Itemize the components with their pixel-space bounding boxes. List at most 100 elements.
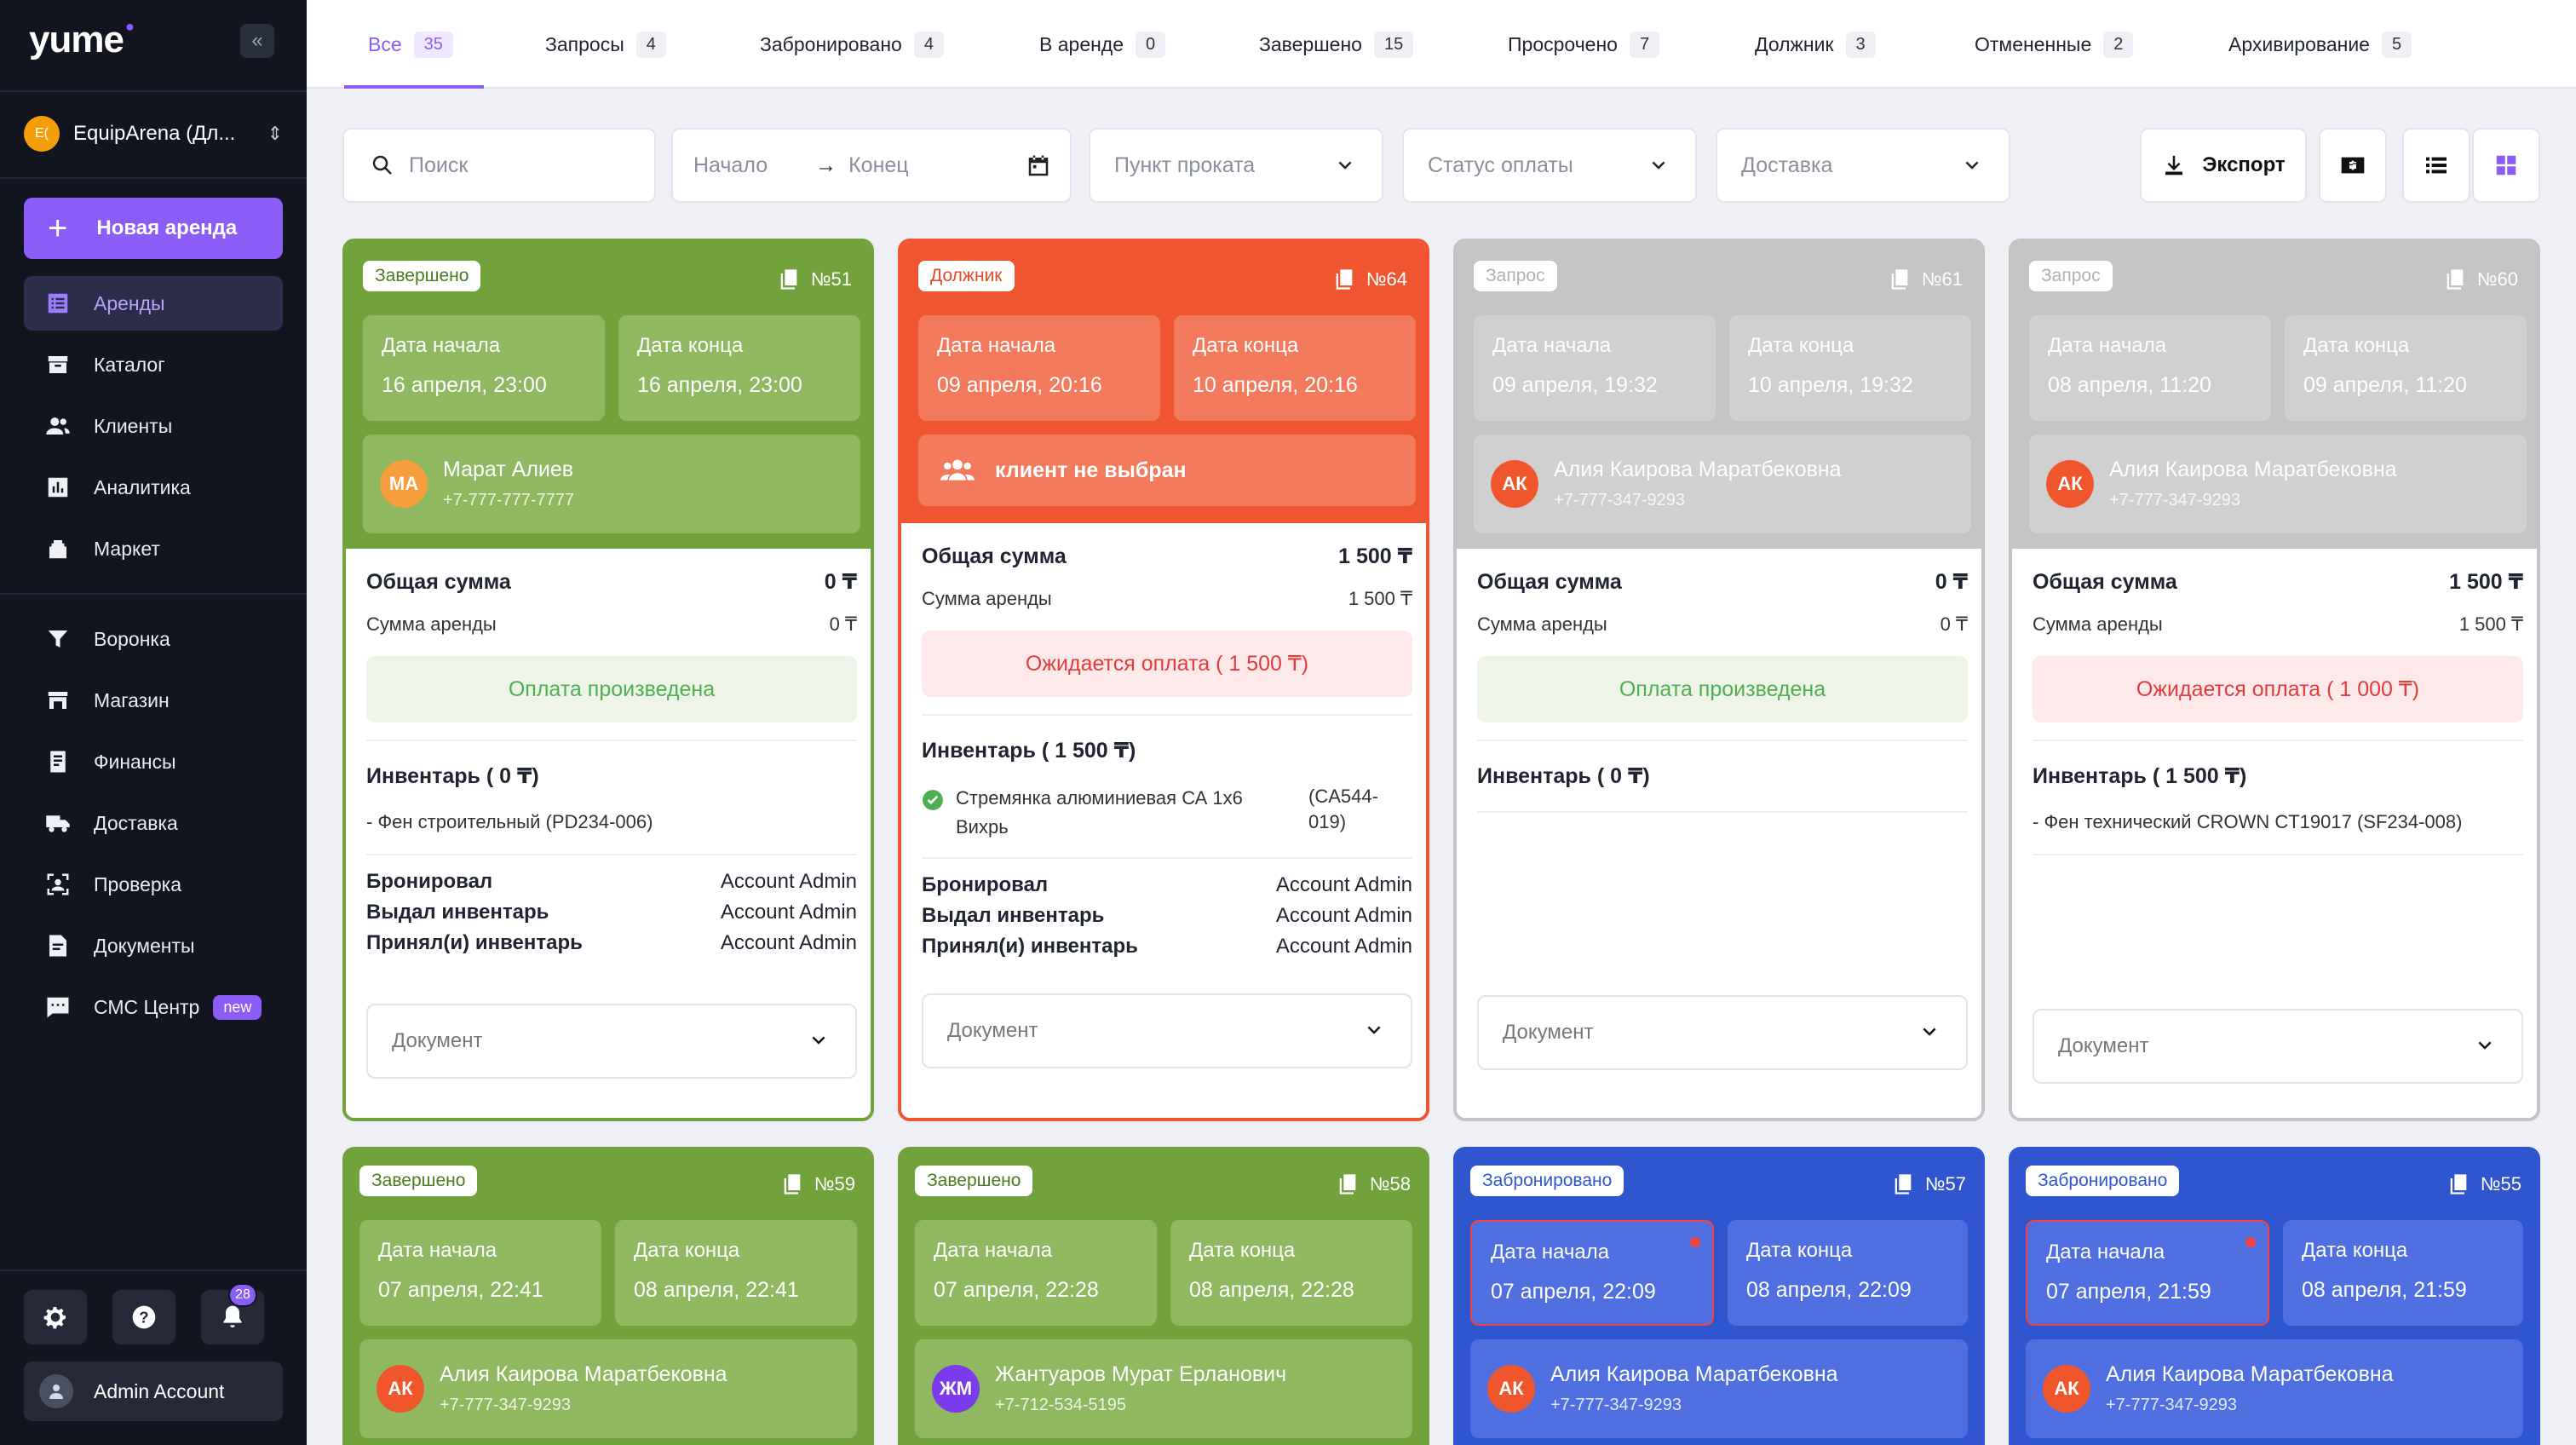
document-select[interactable]: Документ	[366, 1004, 857, 1079]
rental-card[interactable]: Запрос №61 Дата начала 09 апреля, 19:32 Д…	[1453, 239, 1985, 1121]
client-phone: +7-777-347-9293	[1554, 491, 1686, 509]
tab-label: В аренде	[1039, 32, 1124, 55]
inventory-title: Инвентарь ( 0 ₸)	[1477, 764, 1650, 788]
sidebar-item-clients[interactable]: Клиенты	[24, 399, 283, 453]
finance-icon	[44, 748, 72, 775]
list-icon	[2426, 157, 2447, 174]
card-number[interactable]: №51	[777, 268, 852, 291]
tab-completed[interactable]: Завершено 15	[1259, 0, 1414, 89]
client-info[interactable]: АК Алия Каирова Маратбековна +7-777-347-9…	[1474, 435, 1971, 533]
card-number-text: №60	[2476, 268, 2518, 290]
currency-view-button[interactable]	[2319, 128, 2387, 203]
date-range-picker[interactable]: Начало → Конец	[671, 128, 1072, 203]
tab-all[interactable]: Все 35	[368, 0, 453, 89]
sidebar-item-documents[interactable]: Документы	[24, 918, 283, 973]
avatar: АК	[1491, 460, 1538, 508]
notifications-button[interactable]: 28	[201, 1283, 264, 1344]
workspace-switcher[interactable]: E( EquipArena (Дл... ⇕	[24, 114, 283, 153]
search-input[interactable]: Поиск	[342, 128, 656, 203]
grid-view-button[interactable]	[2472, 128, 2540, 203]
received-by: Account Admin	[1275, 935, 1412, 958]
rental-card[interactable]: Забронировано №57 Дата начала 07 апреля, …	[1453, 1147, 1985, 1445]
end-date-label: Дата конца	[634, 1239, 740, 1262]
rent-value: 0 ₸	[1940, 613, 1968, 635]
card-number[interactable]: №61	[1888, 268, 1963, 291]
client-info[interactable]: МА Марат Алиев +7-777-777-7777	[363, 435, 860, 533]
help-button[interactable]: ?	[112, 1290, 175, 1344]
tab-debtor[interactable]: Должник 3	[1755, 0, 1876, 89]
client-info[interactable]: ЖМ Жантуаров Мурат Ерланович +7-712-534-5…	[915, 1339, 1412, 1438]
chevron-down-icon	[1965, 161, 1979, 170]
rental-card[interactable]: Завершено №51 Дата начала 16 апреля, 23:0…	[342, 239, 874, 1121]
card-number[interactable]: №57	[1891, 1172, 1966, 1196]
client-name: Алия Каирова Маратбековна	[1554, 458, 1842, 481]
start-date-value: 09 апреля, 20:16	[937, 373, 1102, 397]
status-badge: Должник	[918, 261, 1015, 291]
client-not-selected: клиент не выбран	[995, 458, 1187, 482]
sidebar-item-market[interactable]: Маркет	[24, 521, 283, 576]
tab-count: 2	[2103, 31, 2134, 58]
client-info[interactable]: АК Алия Каирова Маратбековна +7-777-347-9…	[2026, 1339, 2523, 1438]
sidebar-item-analytics[interactable]: Аналитика	[24, 460, 283, 515]
sidebar-item-rentals[interactable]: Аренды	[24, 276, 283, 331]
sidebar-item-sms-center[interactable]: СМС Центр new	[24, 980, 283, 1034]
date-range: Дата начала 08 апреля, 11:20 Дата конца 09…	[2029, 315, 2527, 421]
rental-card[interactable]: Завершено №58 Дата начала 07 апреля, 22:2…	[898, 1147, 1429, 1445]
tab-count: 4	[913, 31, 944, 58]
start-date: Дата начала 08 апреля, 11:20	[2029, 315, 2271, 421]
tab-in-rent[interactable]: В аренде 0	[1039, 0, 1166, 89]
rental-card[interactable]: Должник №64 Дата начала 09 апреля, 20:16 …	[898, 239, 1429, 1121]
payment-status-select[interactable]: Статус оплаты	[1402, 128, 1697, 203]
client-info[interactable]: АК Алия Каирова Маратбековна +7-777-347-9…	[2029, 435, 2527, 533]
client-info[interactable]: АК Алия Каирова Маратбековна +7-777-347-9…	[359, 1339, 857, 1438]
start-date-label: Дата начала	[937, 334, 1056, 357]
card-number[interactable]: №55	[2447, 1172, 2521, 1196]
document-select[interactable]: Документ	[2033, 1009, 2523, 1084]
rental-card[interactable]: Завершено №59 Дата начала 07 апреля, 22:4…	[342, 1147, 874, 1445]
sidebar-item-delivery[interactable]: Доставка	[24, 796, 283, 850]
booked-label: Бронировал	[922, 873, 1049, 896]
analytics-icon	[44, 474, 72, 501]
card-number[interactable]: №58	[1336, 1172, 1411, 1196]
end-date: Дата конца 08 апреля, 21:59	[2283, 1220, 2523, 1326]
user-account-button[interactable]: Admin Account	[24, 1362, 283, 1421]
sidebar-item-funnel[interactable]: Воронка	[24, 612, 283, 666]
date-range: Дата начала 09 апреля, 19:32 Дата конца 10…	[1474, 315, 1971, 421]
sidebar-item-finance[interactable]: Финансы	[24, 734, 283, 789]
nav-main: Аренды Каталог Клиенты Аналитика Маркет	[24, 276, 283, 583]
sidebar-item-catalog[interactable]: Каталог	[24, 337, 283, 392]
new-rent-button[interactable]: + Новая аренда	[24, 198, 283, 259]
rental-card[interactable]: Запрос №60 Дата начала 08 апреля, 11:20 Д…	[2009, 239, 2540, 1121]
start-date-value: 09 апреля, 19:32	[1492, 373, 1658, 397]
start-date-label: Дата начала	[378, 1239, 497, 1262]
inventory-item-code: (CA544-019)	[1308, 786, 1378, 832]
tab-overdue[interactable]: Просрочено 7	[1508, 0, 1660, 89]
rental-card[interactable]: Забронировано №55 Дата начала 07 апреля, …	[2009, 1147, 2540, 1445]
booked-by: Account Admin	[720, 870, 857, 893]
list-view-button[interactable]	[2402, 128, 2470, 203]
client-name: Марат Алиев	[443, 458, 574, 481]
tab-cancelled[interactable]: Отмененные 2	[1975, 0, 2134, 89]
sidebar-item-store[interactable]: Магазин	[24, 673, 283, 728]
delivery-select[interactable]: Доставка	[1716, 128, 2010, 203]
client-info[interactable]: АК Алия Каирова Маратбековна +7-777-347-9…	[1470, 1339, 1968, 1438]
card-number[interactable]: №64	[1332, 268, 1407, 291]
card-number[interactable]: №59	[780, 1172, 855, 1196]
tab-requests[interactable]: Запросы 4	[545, 0, 666, 89]
client-info[interactable]: клиент не выбран	[918, 435, 1416, 506]
collapse-sidebar-button[interactable]: «	[240, 24, 274, 58]
sidebar-item-inspection[interactable]: Проверка	[24, 857, 283, 912]
tab-archived[interactable]: Архивирование 5	[2228, 0, 2412, 89]
app-logo[interactable]: yume ●	[29, 18, 135, 60]
card-number[interactable]: №60	[2443, 268, 2518, 291]
received-by: Account Admin	[720, 931, 857, 954]
issued-label: Выдал инвентарь	[366, 901, 549, 924]
document-select[interactable]: Документ	[922, 993, 1412, 1068]
start-date-value: 07 апреля, 22:41	[378, 1278, 543, 1302]
export-button[interactable]: Экспорт	[2140, 128, 2307, 203]
document-select[interactable]: Документ	[1477, 995, 1968, 1070]
pickup-point-select[interactable]: Пункт проката	[1089, 128, 1383, 203]
settings-button[interactable]	[24, 1290, 87, 1344]
tab-booked[interactable]: Забронировано 4	[760, 0, 944, 89]
start-date: Дата начала 16 апреля, 23:00	[363, 315, 605, 421]
